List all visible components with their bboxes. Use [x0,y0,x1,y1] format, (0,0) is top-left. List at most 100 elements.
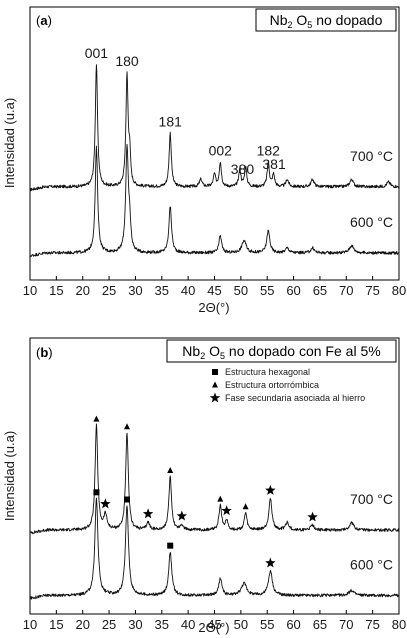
y-axis-label-b: Intensidad (u.a) [2,431,17,521]
panel-a: (a) Nb2 O5 no dopado Intensidad (u.a) 2Θ… [0,0,407,318]
x-ticks-b: 10 15 20 25 30 35 40 45 50 55 60 65 70 75 80 [23,610,406,632]
x-tick-label-40: 40 [181,617,195,632]
legend-0-square-marker [212,369,218,375]
peak-0-6-triangle-marker [217,495,224,502]
x-ticks-a: 10 15 20 25 30 35 40 45 50 55 60 65 70 75 80 [23,276,406,298]
x-tick-label-75: 75 [365,617,379,632]
plot-frame-b [29,337,400,615]
x-tick-label-80: 80 [392,283,406,298]
x-tick-label-35: 35 [155,617,169,632]
x-tick-label-60: 60 [286,283,300,298]
x-tick-label-30: 30 [128,283,142,298]
x-tick-label-60: 60 [286,617,300,632]
panel-title-a: Nb2 O5 no dopado [255,8,397,32]
title-box [255,8,397,32]
peak-label-001: 001 [85,45,109,61]
legend-label-0: Estructura hexagonal [225,367,310,377]
y-axis-label-a: Intensidad (u.a) [2,98,17,188]
title-box [166,339,397,363]
traces-a: 700 °C 600 °C [29,64,400,258]
title-sub1: 2 [200,351,205,361]
x-tick-label-35: 35 [155,283,169,298]
series-label-700c: 700 °C [350,148,393,164]
x-tick-label-45: 45 [207,283,221,298]
x-axis-label-a: 2Θ(°) [198,300,229,315]
title-sub1: 2 [288,20,293,30]
x-tick-label-10: 10 [23,283,37,298]
x-tick-label-10: 10 [23,617,37,632]
peak-1-2-square-marker [167,542,174,549]
legend-b: Estructura hexagonal Estructura ortorrómb… [209,367,365,403]
x-tick-label-75: 75 [365,283,379,298]
peak-label-180: 180 [115,53,139,69]
panel-tag-b: (b) [36,345,53,360]
peak-label-181: 181 [159,114,183,130]
title-text: Nb2 O5 no dopado [270,12,383,30]
series-line-700c [29,64,400,192]
x-tick-label-25: 25 [102,617,116,632]
peak-1-3-star-marker [265,557,276,568]
peak-0-0-triangle-marker [93,415,100,422]
peak-0-10-star-marker [307,511,318,522]
title-sub2: 5 [220,351,225,361]
peak-0-9-star-marker [265,484,276,495]
title-sub2: 5 [307,20,312,30]
title-post: no dopado con Fe al 5% [225,343,381,359]
x-tick-label-45: 45 [207,617,221,632]
title-pre: Nb [270,12,288,28]
x-tick-label-20: 20 [75,283,89,298]
x-tick-label-65: 65 [313,283,327,298]
x-tick-label-80: 80 [392,617,406,632]
peak-label-002: 002 [209,142,233,158]
x-tick-label-30: 30 [128,617,142,632]
chart-b-svg: (b) Nb2 O5 no dopado con Fe al 5% Estruc… [2,337,406,635]
x-tick-label-70: 70 [339,617,353,632]
x-tick-label-25: 25 [102,283,116,298]
peak-0-4-triangle-marker [167,466,174,473]
x-tick-label-20: 20 [75,617,89,632]
title-mid: O [293,12,308,28]
x-tick-label-65: 65 [313,617,327,632]
series-label-600c: 600 °C [350,214,393,230]
peak-0-5-star-marker [176,510,188,521]
x-tick-label-15: 15 [49,283,63,298]
peak-1-0-square-marker [93,489,100,496]
series-label-600c: 600 °C [350,556,393,572]
x-tick-label-50: 50 [234,617,248,632]
x-tick-label-70: 70 [339,283,353,298]
peak-0-3-star-marker [142,508,154,519]
x-tick-label-15: 15 [49,617,63,632]
series-line-600c [29,497,400,600]
x-tick-label-55: 55 [260,617,274,632]
panel-b: (b) Nb2 O5 no dopado con Fe al 5% Estruc… [0,318,407,638]
x-axis-label-b: 2Θ(°) [198,620,229,635]
x-tick-label-55: 55 [260,283,274,298]
peak-label-381: 381 [262,156,286,172]
peak-0-8-triangle-marker [242,503,249,510]
title-text: Nb2 O5 no dopado con Fe al 5% [182,343,380,361]
x-tick-label-40: 40 [181,283,195,298]
x-tick-label-50: 50 [234,283,248,298]
title-mid: O [205,343,220,359]
legend-2-star-marker [209,392,221,403]
peak-label-182: 182 [257,142,281,158]
markers-b [93,415,318,568]
peak-1-1-square-marker [123,496,130,503]
panel-tag-a: (a) [36,13,52,28]
chart-a-svg: (a) Nb2 O5 no dopado Intensidad (u.a) 2Θ… [2,6,406,315]
title-pre: Nb [182,343,200,359]
peak-0-2-triangle-marker [123,423,130,430]
traces-b: 700 °C 600 °C [29,423,400,600]
legend-1-triangle-marker [212,381,218,388]
title-post: no dopado [312,12,382,28]
peak-0-1-star-marker [100,498,111,509]
series-label-700c: 700 °C [350,491,393,507]
panel-title-b: Nb2 O5 no dopado con Fe al 5% [166,339,397,363]
peak-label-380: 380 [231,161,255,177]
legend-label-2: Fase secundaria asociada al hierro [225,393,365,403]
legend-label-1: Estructura ortorrómbica [225,380,319,390]
series-line-700c [29,423,400,535]
peak-0-7-star-marker [221,505,232,516]
series-line-600c [29,143,400,258]
